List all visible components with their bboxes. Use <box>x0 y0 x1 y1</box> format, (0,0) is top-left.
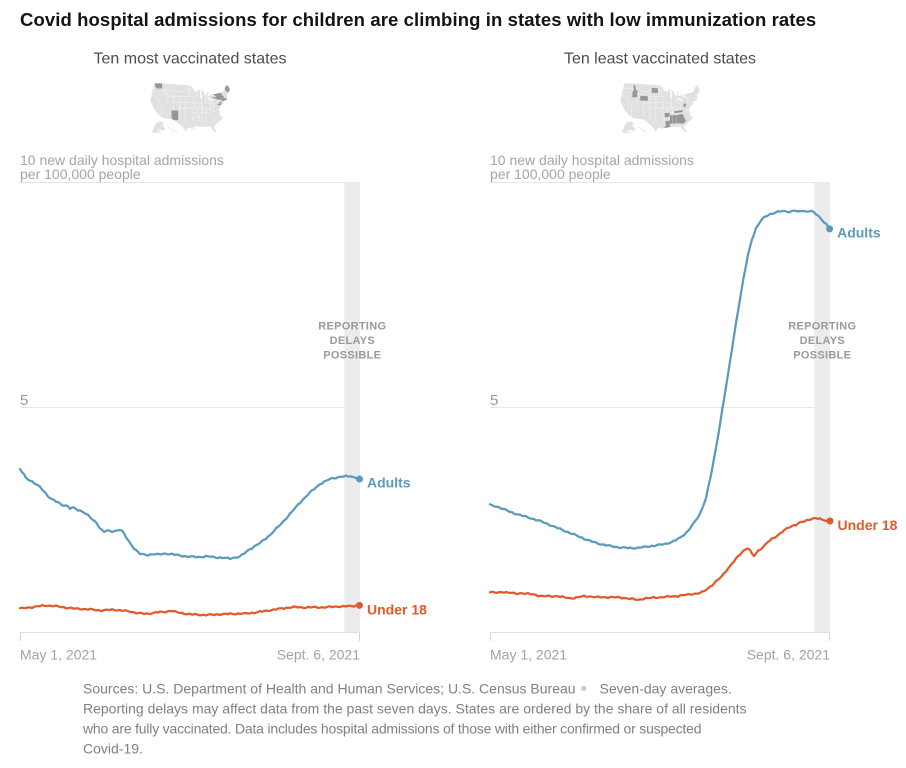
svg-text:per 100,000 people: per 100,000 people <box>20 166 141 182</box>
svg-text:10 new daily hospital admissio: 10 new daily hospital admissions <box>490 152 694 168</box>
svg-text:DELAYS: DELAYS <box>800 335 845 347</box>
svg-text:Under 18: Under 18 <box>838 517 898 533</box>
svg-text:5: 5 <box>20 392 28 409</box>
svg-text:May 1, 2021: May 1, 2021 <box>20 647 97 663</box>
svg-text:Under 18: Under 18 <box>367 601 427 617</box>
svg-text:Ten most vaccinated states: Ten most vaccinated states <box>94 51 287 68</box>
svg-text:May 1, 2021: May 1, 2021 <box>490 647 567 663</box>
svg-text:Covid-19.: Covid-19. <box>83 741 143 757</box>
svg-text:Seven-day averages.: Seven-day averages. <box>600 681 732 697</box>
svg-text:POSSIBLE: POSSIBLE <box>793 350 851 362</box>
svg-text:Ten least vaccinated states: Ten least vaccinated states <box>564 51 756 68</box>
svg-text:Sept. 6, 2021: Sept. 6, 2021 <box>747 647 831 663</box>
svg-text:Adults: Adults <box>367 475 411 491</box>
svg-text:who are fully vaccinated. Data: who are fully vaccinated. Data includes … <box>82 721 701 737</box>
svg-text:Sept. 6, 2021: Sept. 6, 2021 <box>277 647 361 663</box>
svg-text:per 100,000 people: per 100,000 people <box>490 166 611 182</box>
svg-text:REPORTING: REPORTING <box>318 321 386 333</box>
svg-text:Reporting delays may affect da: Reporting delays may affect data from th… <box>83 701 747 717</box>
svg-text:REPORTING: REPORTING <box>788 321 856 333</box>
svg-text:Covid hospital admissions for: Covid hospital admissions for children a… <box>20 9 816 30</box>
svg-text:Adults: Adults <box>837 225 881 241</box>
svg-text:10 new daily hospital admissio: 10 new daily hospital admissions <box>20 152 224 168</box>
svg-text:DELAYS: DELAYS <box>330 335 375 347</box>
svg-text:POSSIBLE: POSSIBLE <box>323 350 381 362</box>
svg-text:5: 5 <box>490 392 498 409</box>
svg-text:Sources: U.S. Department of He: Sources: U.S. Department of Health and H… <box>83 681 576 697</box>
